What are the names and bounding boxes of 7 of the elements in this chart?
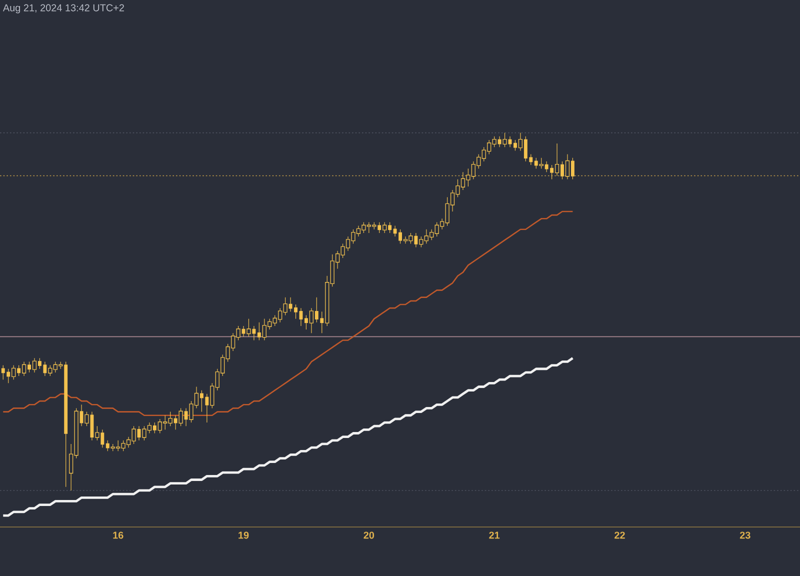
x-tick-label: 22 (614, 532, 625, 539)
x-tick-label: 23 (740, 532, 750, 539)
x-tick-label: 20 (364, 532, 374, 539)
x-tick-label: 16 (113, 532, 124, 539)
text: Aug 21, 2024 13:42 UTC+2 (2, 4, 124, 14)
x-tick-label: 21 (489, 532, 500, 539)
x-tick-label: 19 (238, 532, 249, 539)
